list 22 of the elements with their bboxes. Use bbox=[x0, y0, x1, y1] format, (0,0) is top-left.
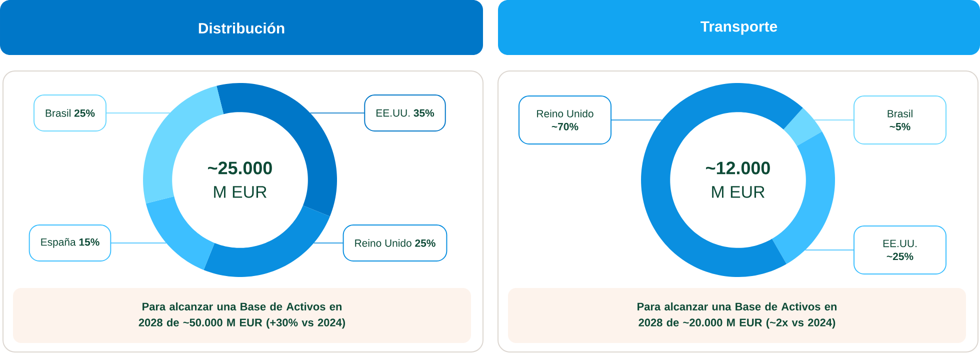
text: ~12.000 bbox=[706, 162, 770, 174]
text: Para alcanzar una Base de Activos en 2028 de ~20.000 M EUR (~2x vs 2024) bbox=[638, 302, 836, 329]
data-label: ~5% bbox=[890, 122, 910, 130]
text: Para alcanzar una Base de Activos en 2028 de ~50.000 M EUR (+30% vs 2024) bbox=[138, 302, 345, 329]
slice-label: Brasil bbox=[46, 109, 70, 117]
data-label: 25% bbox=[415, 239, 436, 247]
chart-title: Transporte bbox=[700, 21, 778, 35]
data-label: 15% bbox=[79, 238, 100, 246]
slice-label: Reino Unido bbox=[355, 239, 412, 247]
data-label: 35% bbox=[414, 109, 434, 117]
data-label: ~25% bbox=[886, 252, 914, 260]
slice-label: Brasil bbox=[888, 110, 912, 118]
text: M EUR bbox=[214, 186, 266, 198]
slice-label: EE.UU. bbox=[883, 240, 916, 248]
text: ~25.000 bbox=[208, 162, 272, 174]
chart-title: Distribución bbox=[198, 22, 284, 34]
data-label: ~70% bbox=[552, 122, 578, 130]
slice-label: España bbox=[41, 238, 76, 248]
slice-label: Reino Unido bbox=[537, 110, 594, 118]
text: M EUR bbox=[712, 186, 764, 198]
slice-label: EE.UU. bbox=[376, 109, 410, 117]
data-label: 25% bbox=[74, 109, 95, 117]
